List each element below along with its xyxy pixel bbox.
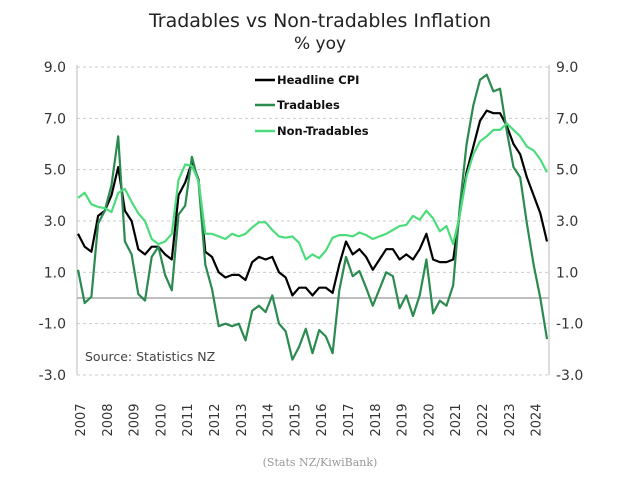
y-tick-label-left: -3.0 [39, 368, 66, 384]
y-tick-label-left: 3.0 [44, 214, 66, 230]
x-tick-label: 2016 [315, 403, 330, 436]
y-tick-label-left: 7.0 [44, 111, 66, 127]
y-tick-label-left: 5.0 [44, 163, 66, 179]
y-tick-label-right: -3.0 [556, 368, 583, 384]
legend-label: Tradables [277, 98, 340, 112]
x-tick-label: 2023 [503, 403, 518, 436]
x-tick-label: 2019 [396, 403, 411, 436]
x-tick-label: 2013 [235, 403, 250, 436]
y-tick-label-right: 7.0 [556, 111, 578, 127]
y-tick-label-right: 9.0 [556, 60, 578, 76]
x-tick-label: 2015 [288, 403, 303, 436]
x-tick-label: 2024 [530, 403, 545, 436]
x-tick-label: 2010 [154, 403, 169, 436]
y-tick-label-left: 9.0 [44, 60, 66, 76]
x-tick-label: 2009 [128, 403, 143, 436]
x-tick-label: 2022 [476, 403, 491, 436]
chart-subtitle: % yoy [293, 34, 347, 54]
x-tick-label: 2020 [422, 403, 437, 436]
y-tick-label-left: 1.0 [44, 265, 66, 281]
x-tick-label: 2017 [342, 403, 357, 436]
y-tick-label-left: -1.0 [39, 317, 66, 333]
legend-label: Non-Tradables [277, 124, 369, 138]
x-tick-label: 2011 [181, 403, 196, 436]
chart-title: Tradables vs Non-tradables Inflation [148, 10, 492, 32]
series-line-headline-cpi [77, 109, 549, 297]
x-tick-label: 2007 [74, 403, 89, 436]
y-tick-label-right: 3.0 [556, 214, 578, 230]
x-tick-label: 2021 [449, 403, 464, 436]
source-annotation: Source: Statistics NZ [85, 349, 215, 364]
footer-credit: (Stats NZ/KiwiBank) [262, 456, 378, 469]
x-tick-label: 2018 [369, 403, 384, 436]
legend-label: Headline CPI [277, 73, 359, 87]
y-tick-label-right: -1.0 [556, 317, 583, 333]
y-tick-label-right: 5.0 [556, 163, 578, 179]
series-line-non-tradables [77, 122, 548, 261]
series-line-tradables [76, 73, 549, 361]
y-tick-label-right: 1.0 [556, 265, 578, 281]
x-tick-label: 2014 [262, 403, 277, 436]
x-tick-label: 2008 [101, 403, 116, 436]
x-tick-label: 2012 [208, 403, 223, 436]
